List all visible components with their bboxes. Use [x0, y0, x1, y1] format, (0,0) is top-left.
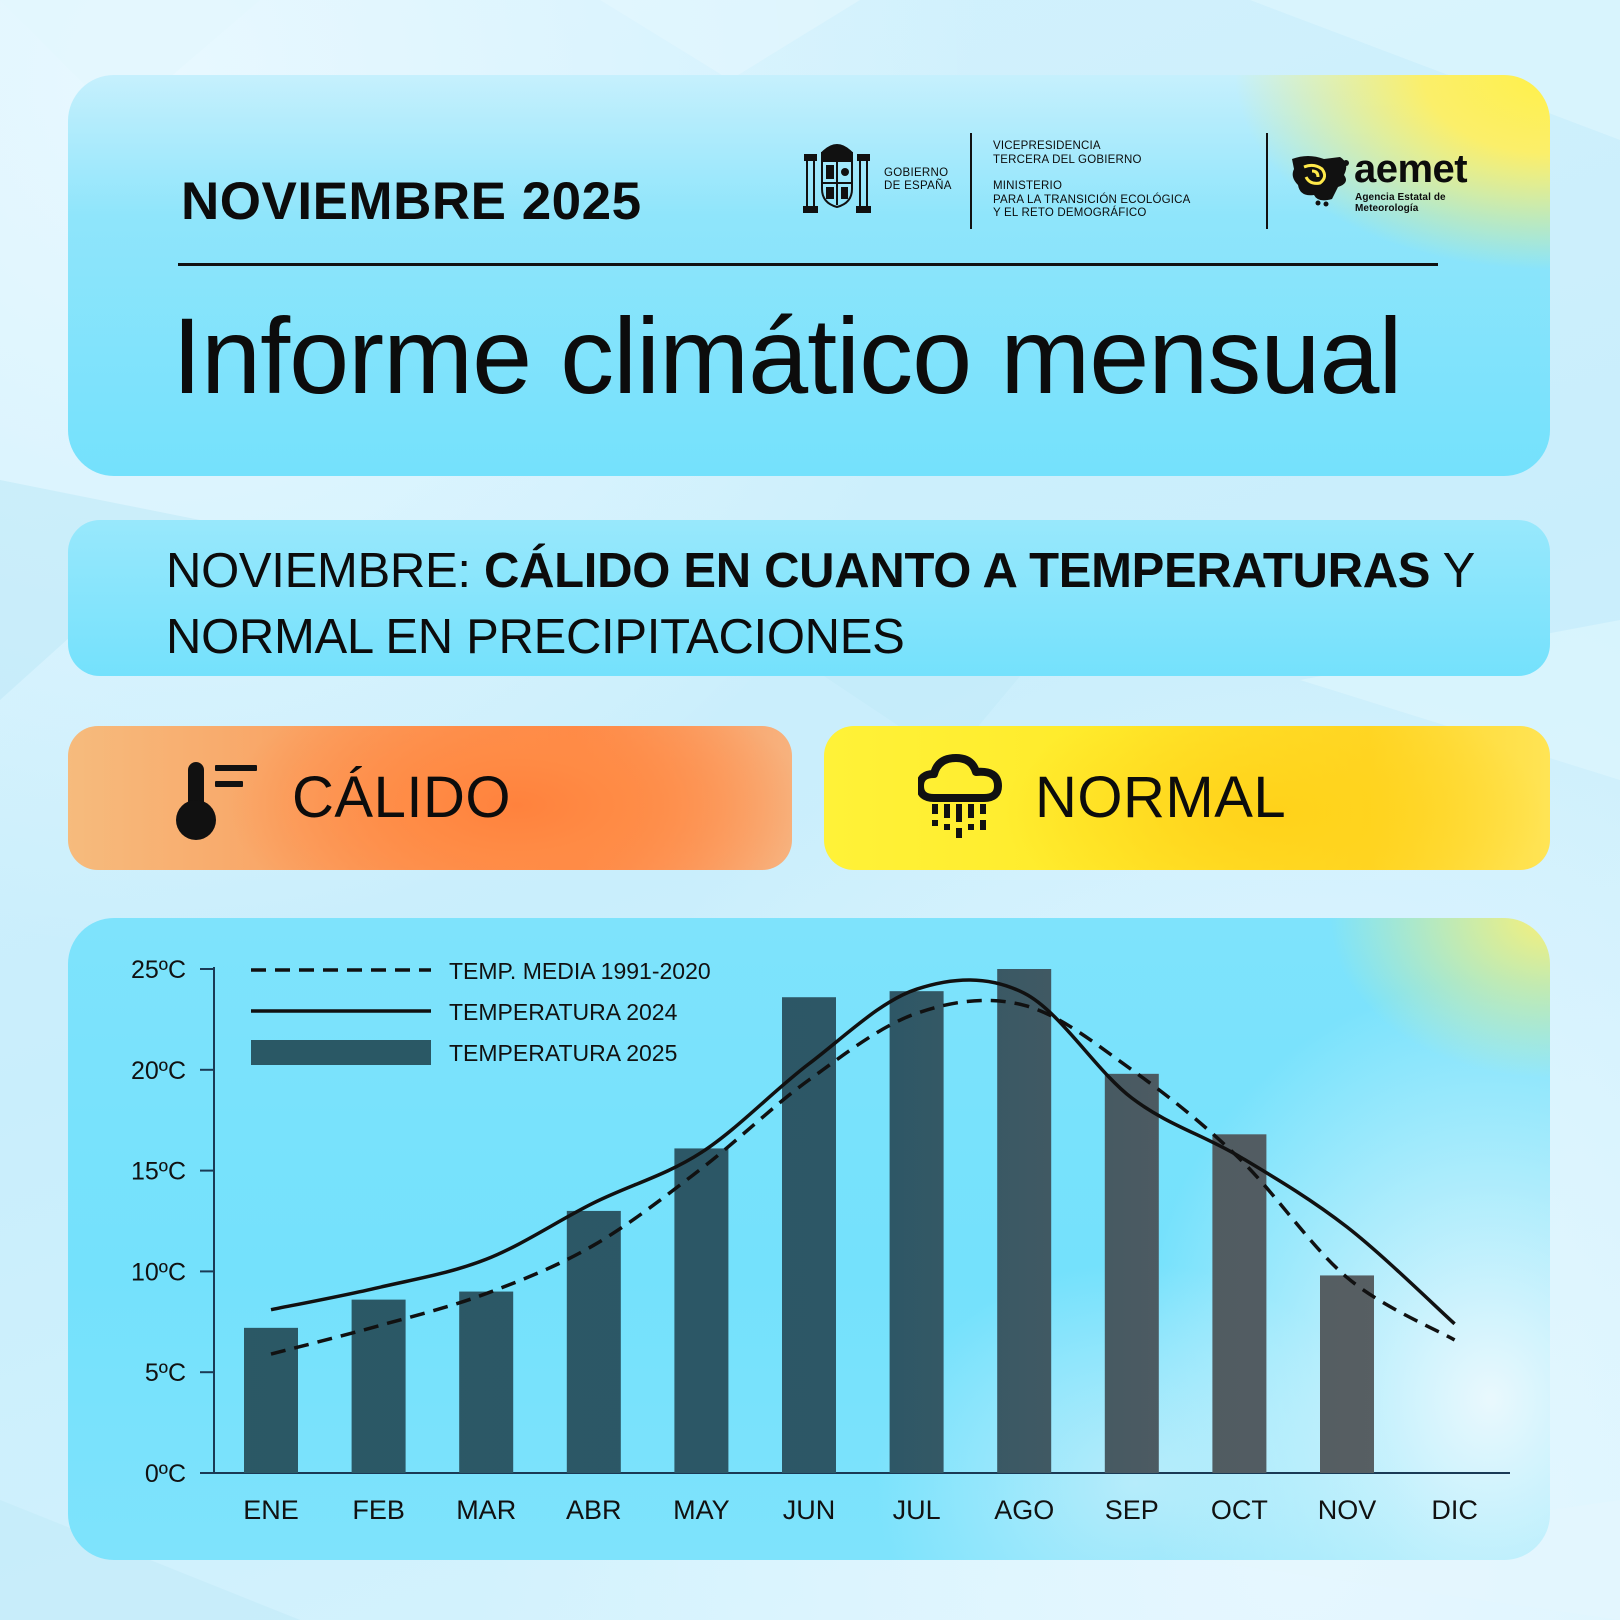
series-line-2024 — [270, 978, 1456, 1326]
summary-text: NOVIEMBRE: CÁLIDO EN CUANTO A TEMPERATUR… — [166, 538, 1486, 670]
summary-card: NOVIEMBRE: CÁLIDO EN CUANTO A TEMPERATUR… — [68, 520, 1550, 676]
y-tick-label: 10ºC — [131, 1258, 186, 1286]
x-tick-label: NOV — [1318, 1495, 1377, 1525]
bar-2025 — [351, 1299, 406, 1473]
x-tick-label: MAY — [673, 1495, 730, 1525]
institution-logos: GOBIERNO DE ESPAÑA VICEPRESIDENCIA TERCE… — [802, 125, 1502, 229]
legend-swatch-bar — [251, 1040, 431, 1065]
x-tick-label: MAR — [456, 1495, 516, 1525]
summary-prefix: NOVIEMBRE: — [166, 544, 484, 598]
gobierno-de-espana-label: GOBIERNO DE ESPAÑA — [884, 167, 952, 192]
bar-2025 — [566, 1210, 621, 1473]
legend-label: TEMPERATURA 2024 — [449, 999, 678, 1025]
x-tick-label: ENE — [243, 1495, 299, 1525]
bar-2025 — [782, 997, 836, 1473]
bar-2025 — [459, 1291, 514, 1473]
aemet-subtitle: Agencia Estatal de Meteorología — [1355, 192, 1446, 214]
bar-2025 — [1104, 1073, 1159, 1473]
aemet-wordmark: aemet — [1354, 147, 1468, 191]
coat-of-arms-icon — [803, 144, 871, 213]
temperature-chart-card: TEMP. MEDIA 1991-2020 TEMPERATURA 2024 TEM… — [68, 918, 1550, 1560]
x-tick-label: SEP — [1105, 1495, 1159, 1525]
x-tick-label: DIC — [1431, 1495, 1478, 1525]
thermometer-icon — [176, 762, 257, 840]
logo-divider — [970, 133, 972, 229]
bar-2025 — [244, 1327, 298, 1473]
temperature-status-card: CÁLIDO — [68, 726, 792, 870]
bar-2025 — [1320, 1275, 1374, 1473]
x-tick-label: AGO — [994, 1495, 1054, 1525]
header-divider — [178, 263, 1438, 266]
bar-2025 — [1212, 1134, 1267, 1473]
logo-divider — [1266, 133, 1268, 229]
bar-2025 — [889, 991, 944, 1473]
x-tick-label: ABR — [566, 1495, 622, 1525]
y-tick-label: 5ºC — [145, 1359, 186, 1387]
x-tick-label: FEB — [352, 1495, 405, 1525]
rain-cloud-icon — [918, 754, 1002, 838]
x-tick-label: OCT — [1211, 1495, 1268, 1525]
header-card: NOVIEMBRE 2025 GOBIERNO DE E — [68, 75, 1550, 476]
legend-label: TEMPERATURA 2025 — [449, 1040, 677, 1066]
x-tick-label: JUL — [893, 1495, 941, 1525]
bar-2025 — [997, 969, 1052, 1473]
series-line-1991-2020 — [270, 998, 1456, 1356]
legend-label: TEMP. MEDIA 1991-2020 — [449, 958, 711, 984]
y-tick-label: 20ºC — [131, 1057, 186, 1085]
summary-suffix: Y NORMAL EN PRECIPITACIONES — [166, 544, 1475, 664]
bar-2025 — [674, 1148, 729, 1473]
temperature-chart: TEMP. MEDIA 1991-2020 TEMPERATURA 2024 TEM… — [131, 956, 1510, 1525]
y-tick-label: 25ºC — [131, 956, 186, 984]
temperature-status-label: CÁLIDO — [292, 765, 511, 830]
report-month: NOVIEMBRE 2025 — [181, 172, 642, 231]
report-title: Informe climático mensual — [172, 295, 1402, 416]
precipitation-status-card: NORMAL — [824, 726, 1550, 870]
aemet-logo-icon — [1292, 156, 1349, 207]
summary-highlight: CÁLIDO EN CUANTO A TEMPERATURAS — [483, 544, 1431, 598]
x-tick-label: JUN — [783, 1495, 836, 1525]
y-tick-label: 0ºC — [145, 1460, 186, 1488]
y-tick-label: 15ºC — [131, 1158, 186, 1186]
precipitation-status-label: NORMAL — [1035, 765, 1287, 830]
ministry-label: VICEPRESIDENCIA TERCERA DEL GOBIERNO MIN… — [993, 140, 1191, 219]
